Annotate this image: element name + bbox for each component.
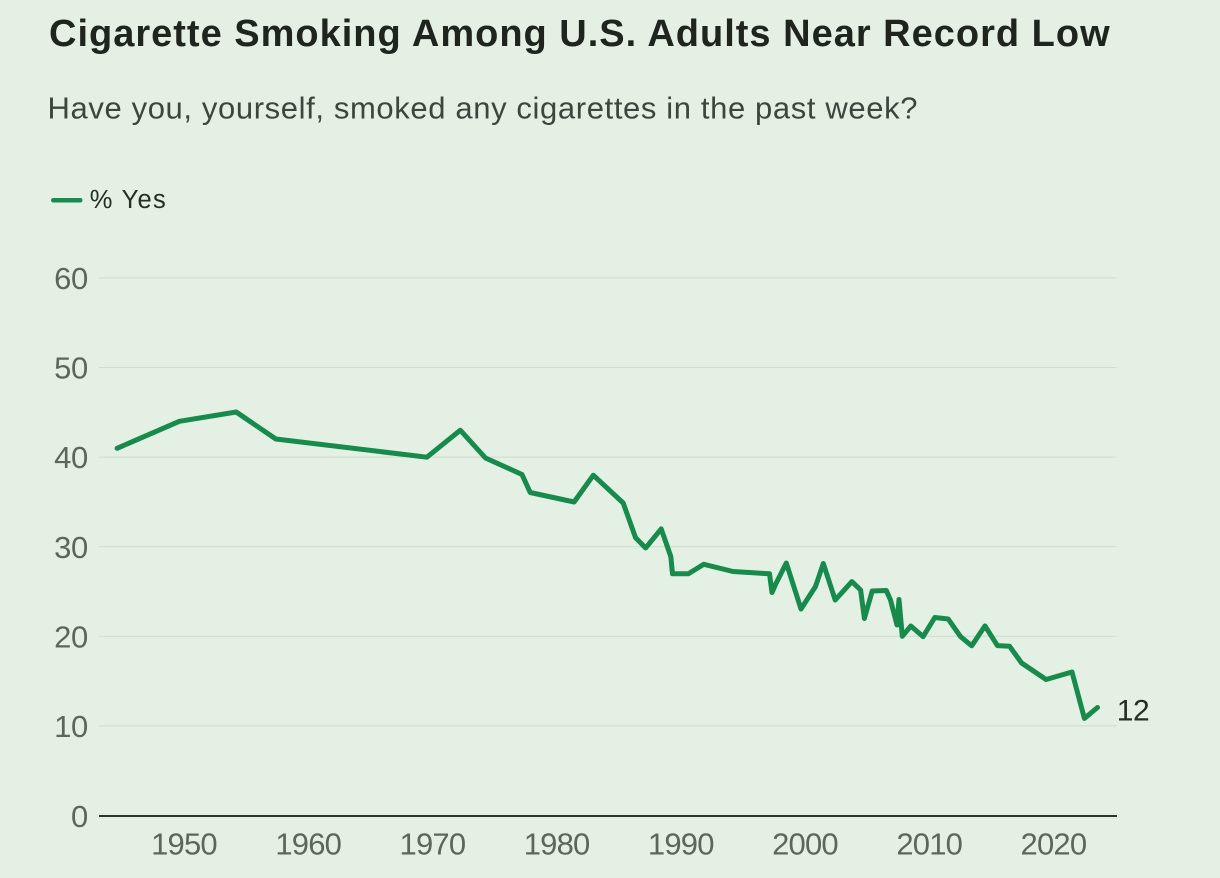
svg-text:30: 30 bbox=[54, 530, 88, 565]
svg-text:2010: 2010 bbox=[896, 827, 962, 862]
svg-text:1960: 1960 bbox=[275, 827, 341, 862]
svg-text:40: 40 bbox=[54, 440, 88, 475]
svg-text:60: 60 bbox=[54, 261, 88, 296]
svg-text:20: 20 bbox=[54, 619, 88, 654]
svg-text:10: 10 bbox=[54, 709, 88, 744]
svg-text:2020: 2020 bbox=[1021, 827, 1087, 862]
svg-text:1950: 1950 bbox=[151, 827, 217, 862]
svg-text:50: 50 bbox=[54, 351, 88, 386]
svg-text:0: 0 bbox=[71, 799, 88, 834]
svg-text:2000: 2000 bbox=[772, 827, 838, 862]
svg-text:1990: 1990 bbox=[648, 827, 714, 862]
svg-text:1970: 1970 bbox=[400, 827, 466, 862]
svg-text:Cigarette Smoking Among U.S. A: Cigarette Smoking Among U.S. Adults Near… bbox=[49, 13, 1111, 55]
svg-text:% Yes: % Yes bbox=[90, 186, 167, 214]
svg-text:12: 12 bbox=[1117, 694, 1149, 727]
svg-text:Have you, yourself, smoked any: Have you, yourself, smoked any cigarette… bbox=[48, 90, 919, 125]
svg-text:1980: 1980 bbox=[524, 827, 590, 862]
